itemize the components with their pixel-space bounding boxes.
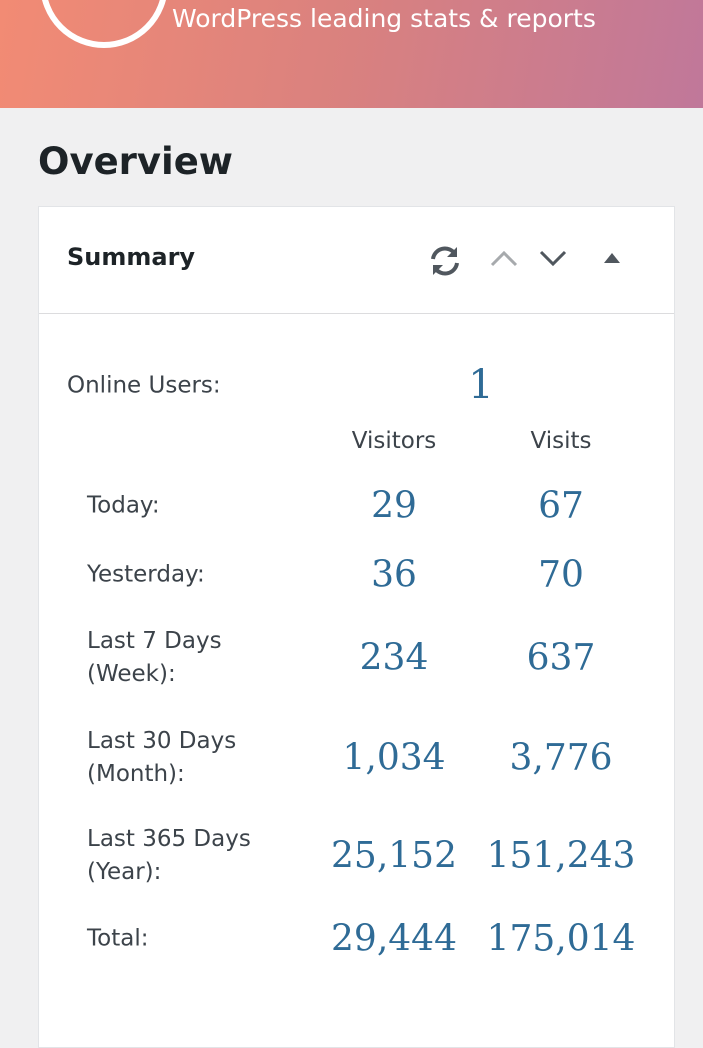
stat-value: 1,034 (342, 737, 446, 779)
column-header: Visits (530, 428, 592, 454)
logo (40, 0, 168, 48)
summary-panel: Summary Online Users: 1 Visitors Visits … (38, 206, 675, 1048)
header: WordPress leading stats & reports (0, 0, 703, 108)
row-label: Today: (87, 492, 160, 519)
row-label: Last 7 Days (Week): (87, 628, 222, 687)
stat-value: 36 (371, 554, 417, 596)
divider (39, 313, 674, 314)
panel-title: Summary (67, 243, 196, 271)
column-header: Visitors (351, 428, 437, 454)
stat-value: 25,152 (331, 835, 457, 877)
collapse-icon[interactable] (602, 243, 622, 273)
online-value: 1 (468, 362, 494, 408)
stat-value: 29,444 (331, 918, 457, 960)
row-label: Total: (87, 925, 149, 952)
row-label: Last 365 Days (Year): (87, 826, 251, 885)
stat-value: 3,776 (509, 737, 613, 779)
row-label: Yesterday: (87, 561, 205, 588)
tagline: WordPress leading stats & reports (172, 4, 596, 33)
stat-value: 70 (538, 554, 584, 596)
row-label: Last 30 Days (Month): (87, 728, 237, 787)
page-title: Overview (38, 140, 233, 183)
stat-value: 234 (359, 637, 429, 679)
refresh-icon[interactable] (427, 243, 463, 279)
move-down-icon[interactable] (538, 243, 568, 273)
stat-value: 151,243 (486, 835, 636, 877)
stat-value: 67 (538, 485, 584, 527)
move-up-icon[interactable] (489, 243, 519, 273)
stat-value: 637 (526, 637, 596, 679)
stat-value: 175,014 (486, 918, 636, 960)
stat-value: 29 (371, 485, 417, 527)
online-label: Online Users: (67, 372, 221, 399)
